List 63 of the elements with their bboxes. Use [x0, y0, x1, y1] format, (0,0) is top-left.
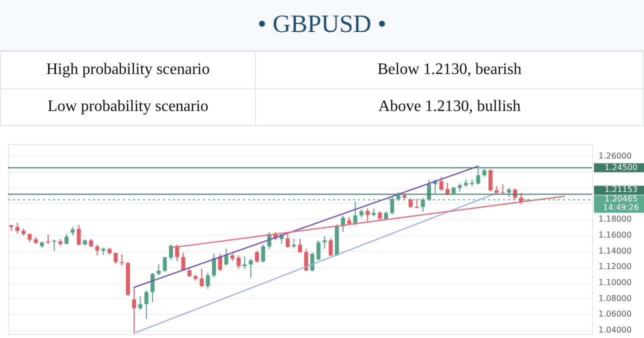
candlestick: [120, 254, 124, 266]
candlestick: [162, 256, 167, 273]
candlestick: [254, 250, 259, 263]
candlestick: [200, 268, 204, 288]
y-tick-label: 1.12000: [598, 262, 632, 272]
candlestick: [476, 168, 480, 186]
candlestick: [144, 290, 148, 320]
candlestick: [414, 198, 419, 209]
ref-line-label: 1.24500: [604, 162, 638, 172]
candlestick: [187, 266, 192, 278]
candlestick: [316, 240, 320, 261]
candlestick: [236, 254, 241, 270]
candlestick: [408, 198, 413, 208]
candlestick: [506, 187, 511, 198]
y-tick-label: 1.08000: [598, 294, 632, 303]
candlestick: [95, 244, 100, 256]
candlestick: [341, 215, 346, 233]
candlestick: [206, 272, 210, 290]
candlestick: [181, 252, 186, 272]
candlestick: [224, 248, 228, 266]
text: Above 1.2130, bullish: [256, 88, 644, 126]
chart-title: • GBPUSD •: [0, 0, 644, 51]
y-tick-label: 1.06000: [598, 310, 632, 319]
ref-line-label: 1.21153: [604, 185, 638, 194]
candlestick: [488, 168, 492, 192]
candlestick: [150, 272, 155, 303]
text: High probability scenario: [0, 52, 256, 88]
candlestick: [322, 235, 327, 250]
candlestick: [439, 176, 444, 192]
candlestick: [500, 184, 505, 195]
candlestick: [15, 222, 20, 234]
text: 14:49:26: [603, 203, 639, 212]
candlestick: [168, 244, 173, 260]
y-tick-label: 1.26000: [598, 151, 632, 160]
candlestick: [175, 244, 180, 262]
candlestick: [261, 244, 266, 263]
y-tick-label: 1.18000: [598, 214, 632, 224]
candlestick: [46, 234, 50, 244]
text: Below 1.2130, bearish: [256, 52, 644, 88]
candlestick: [218, 253, 222, 272]
candlestick: [52, 239, 56, 252]
candlestick: [310, 252, 314, 272]
candlestick: [156, 264, 161, 276]
candlestick: [384, 210, 388, 221]
candlestick: [298, 238, 302, 254]
candlestick: [378, 210, 382, 221]
candlestick: [286, 234, 290, 248]
candlestick: [64, 233, 69, 245]
candlestick: [304, 248, 308, 272]
candlestick: [292, 238, 296, 249]
candlestick: [248, 258, 253, 278]
candlestick: [212, 253, 216, 278]
y-tick-label: 1.14000: [598, 246, 632, 256]
candlestick: [132, 286, 136, 334]
candlestick: [366, 208, 370, 224]
candlestick: [76, 224, 81, 246]
y-tick-label: 1.10000: [598, 278, 632, 288]
candlestick: [328, 238, 333, 257]
ref-line-label: 1.20465: [604, 194, 638, 204]
candlestick: [114, 252, 118, 264]
y-tick-label: 1.16000: [598, 230, 632, 240]
y-tick-label: 1.04000: [598, 326, 632, 335]
text: Low probability scenario: [0, 88, 256, 126]
